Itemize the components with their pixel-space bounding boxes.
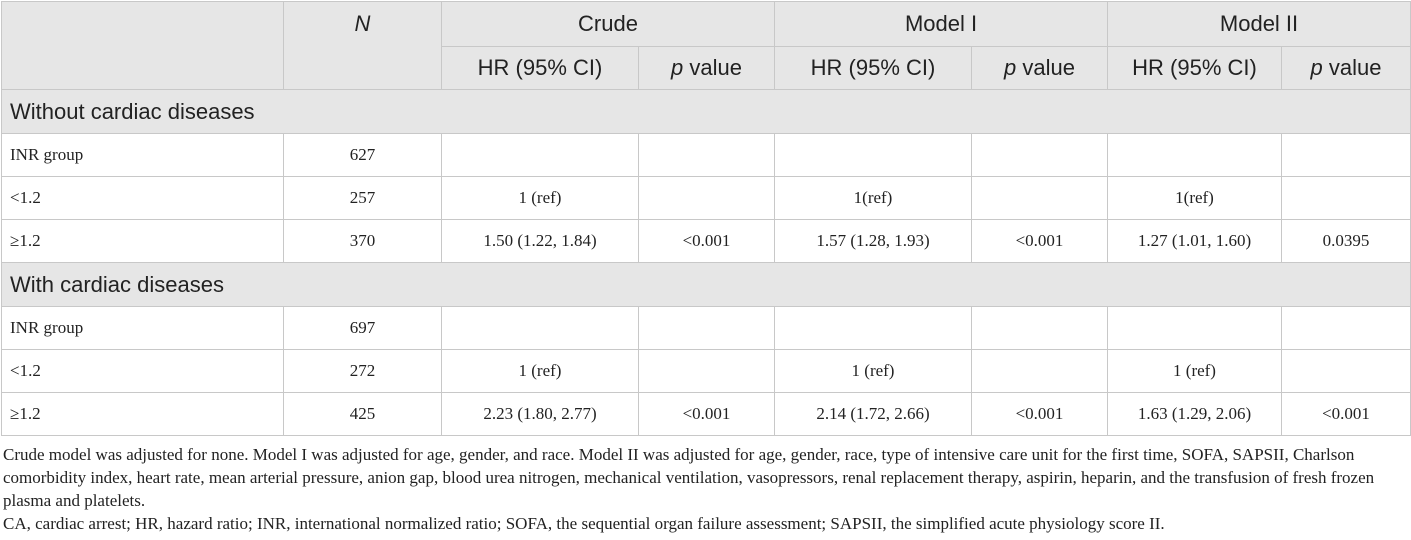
results-table: N Crude Model I Model II HR (95% CI) p v… xyxy=(0,1,1411,436)
row-label: <1.2 xyxy=(1,349,284,393)
table-footnotes: Crude model was adjusted for none. Model… xyxy=(3,443,1403,535)
row-label: <1.2 xyxy=(1,176,284,220)
cell-model1-hr xyxy=(774,133,973,177)
header-p-rest: value xyxy=(1016,55,1075,80)
footnote-abbreviations: CA, cardiac arrest; HR, hazard ratio; IN… xyxy=(3,514,1165,533)
cell-model1-p xyxy=(971,306,1109,350)
header-blank xyxy=(1,1,284,90)
cell-model1-p xyxy=(971,133,1109,177)
cell-crude-hr: 1.50 (1.22, 1.84) xyxy=(441,219,639,263)
cell-model2-p xyxy=(1281,176,1411,220)
table-row: ≥1.2 425 2.23 (1.80, 2.77) <0.001 2.14 (… xyxy=(1,392,1411,436)
header-hr-model-2: HR (95% CI) xyxy=(1107,46,1283,90)
table-row: ≥1.2 370 1.50 (1.22, 1.84) <0.001 1.57 (… xyxy=(1,219,1411,263)
row-label: ≥1.2 xyxy=(1,219,284,263)
cell-model1-p: <0.001 xyxy=(971,392,1109,436)
table-row: <1.2 257 1 (ref) 1(ref) 1(ref) xyxy=(1,176,1411,220)
cell-model1-hr: 1(ref) xyxy=(774,176,973,220)
cell-crude-p xyxy=(637,349,776,393)
cell-model2-p: 0.0395 xyxy=(1281,219,1411,263)
cell-model2-hr xyxy=(1107,133,1283,177)
header-row-sub: HR (95% CI) p value HR (95% CI) p value … xyxy=(2,46,1411,90)
cell-model2-p: <0.001 xyxy=(1281,392,1411,436)
cell-n: 425 xyxy=(283,392,442,436)
section-title: With cardiac diseases xyxy=(0,262,1411,307)
cell-model2-p xyxy=(1281,349,1411,393)
cell-model2-p xyxy=(1281,306,1411,350)
cell-crude-hr: 2.23 (1.80, 2.77) xyxy=(441,392,639,436)
footnote-adjustment: Crude model was adjusted for none. Model… xyxy=(3,445,1375,510)
section-row-with-cardiac: With cardiac diseases xyxy=(0,262,1411,307)
cell-n: 370 xyxy=(283,219,442,263)
cell-model2-hr: 1.63 (1.29, 2.06) xyxy=(1107,392,1283,436)
cell-model1-p: <0.001 xyxy=(971,219,1109,263)
cell-model1-hr xyxy=(774,306,973,350)
header-n: N xyxy=(283,1,442,90)
cell-model2-hr: 1 (ref) xyxy=(1107,349,1283,393)
cell-model2-hr xyxy=(1107,306,1283,350)
header-p-italic: p xyxy=(1004,55,1017,80)
table-row: INR group 697 xyxy=(1,306,1411,350)
row-label: INR group xyxy=(1,133,284,177)
row-label: ≥1.2 xyxy=(1,392,284,436)
cell-n: 627 xyxy=(283,133,442,177)
cell-model2-p xyxy=(1281,133,1411,177)
cell-crude-p: <0.001 xyxy=(637,219,776,263)
header-p-crude: p value xyxy=(637,46,776,90)
header-p-italic: p xyxy=(1310,55,1323,80)
cell-model2-hr: 1.27 (1.01, 1.60) xyxy=(1107,219,1283,263)
cell-n: 257 xyxy=(283,176,442,220)
cell-crude-hr: 1 (ref) xyxy=(441,176,639,220)
cell-model1-hr: 1 (ref) xyxy=(774,349,973,393)
section-title: Without cardiac diseases xyxy=(0,89,1411,134)
header-group-crude: Crude xyxy=(440,1,776,47)
header-group-model-2: Model II xyxy=(1107,1,1411,47)
header-p-rest: value xyxy=(683,55,742,80)
cell-model1-hr: 1.57 (1.28, 1.93) xyxy=(774,219,973,263)
header-hr-model-1: HR (95% CI) xyxy=(774,46,973,90)
cell-crude-p xyxy=(637,133,776,177)
row-label: INR group xyxy=(1,306,284,350)
cell-crude-p xyxy=(637,176,776,220)
table-row: INR group 627 xyxy=(1,133,1411,177)
cell-crude-p: <0.001 xyxy=(637,392,776,436)
cell-crude-hr xyxy=(441,306,639,350)
header-p-italic: p xyxy=(671,55,684,80)
cell-crude-p xyxy=(637,306,776,350)
header-hr-crude: HR (95% CI) xyxy=(441,46,639,90)
table-row: <1.2 272 1 (ref) 1 (ref) 1 (ref) xyxy=(1,349,1411,393)
header-p-model-2: p value xyxy=(1281,46,1411,90)
cell-model1-p xyxy=(971,349,1109,393)
header-row-groups: N Crude Model I Model II xyxy=(1,1,1411,90)
header-n-label: N xyxy=(354,11,371,36)
cell-crude-hr: 1 (ref) xyxy=(441,349,639,393)
header-p-model-1: p value xyxy=(971,46,1109,90)
section-row-without-cardiac: Without cardiac diseases xyxy=(0,89,1411,134)
header-group-model-1: Model I xyxy=(774,1,1109,47)
cell-crude-hr xyxy=(441,133,639,177)
cell-model2-hr: 1(ref) xyxy=(1107,176,1283,220)
cell-model1-hr: 2.14 (1.72, 2.66) xyxy=(774,392,973,436)
header-p-rest: value xyxy=(1322,55,1382,80)
cell-model1-p xyxy=(971,176,1109,220)
cell-n: 697 xyxy=(283,306,442,350)
cell-n: 272 xyxy=(283,349,442,393)
